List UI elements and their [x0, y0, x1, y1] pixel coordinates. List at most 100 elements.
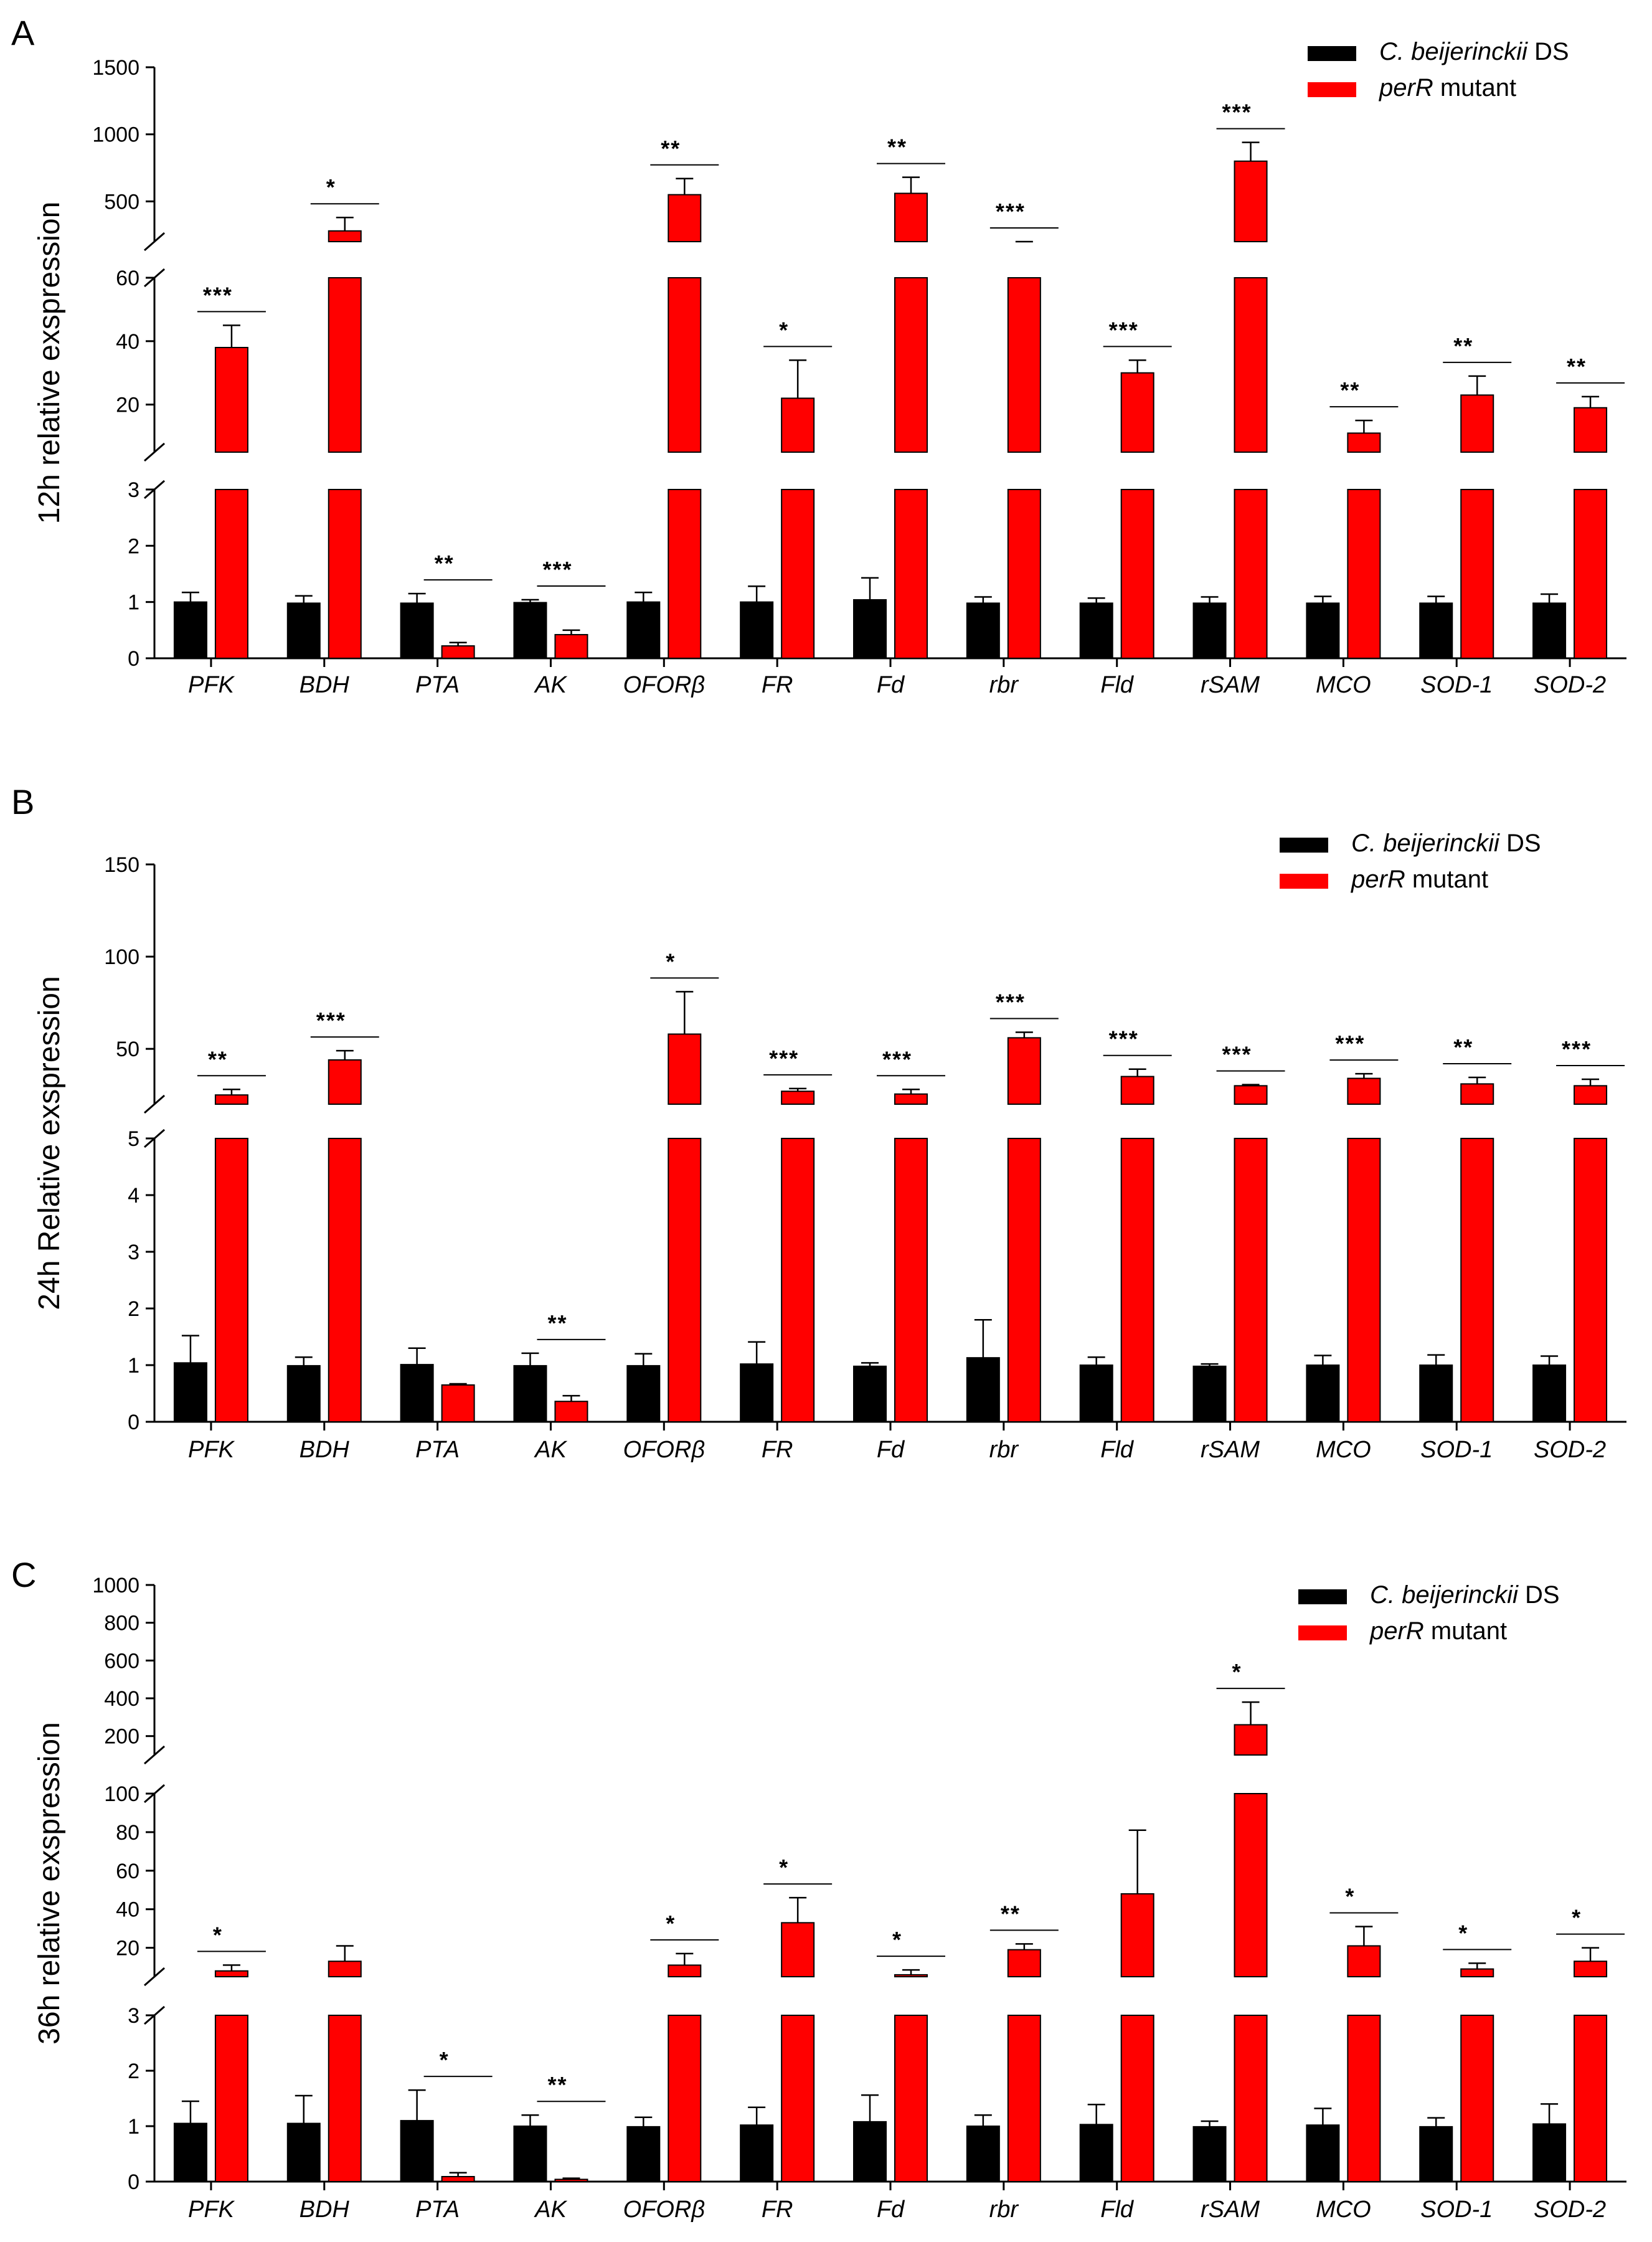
- bar-mutant: [1234, 1138, 1268, 1422]
- significance-marker: **: [1567, 354, 1587, 379]
- significance-marker: ***: [203, 282, 233, 308]
- bar-mutant: [894, 192, 928, 243]
- legend-plain-part: mutant: [1424, 1617, 1507, 1645]
- bar-mutant: [328, 230, 362, 242]
- significance-marker: *: [666, 1911, 676, 1936]
- legend-swatch-mutant: [1280, 874, 1328, 889]
- bar-mutant: [1120, 1076, 1154, 1105]
- bar-mutant: [1120, 489, 1154, 659]
- y-tick-label: 2: [128, 2060, 139, 2083]
- bar-mutant: [781, 1922, 815, 1978]
- legend-swatch-ds: [1308, 46, 1356, 61]
- y-tick-label: 1: [128, 2115, 139, 2139]
- bar-mutant: [1460, 394, 1494, 453]
- bar-mutant: [214, 1138, 248, 1422]
- y-tick-label: 50: [116, 1038, 139, 1061]
- y-tick-label: 3: [128, 2004, 139, 2028]
- bar-ds: [626, 601, 661, 660]
- significance-marker: **: [208, 1046, 228, 1072]
- bar-mutant: [1574, 1085, 1608, 1105]
- legend-swatch-mutant: [1298, 1625, 1347, 1640]
- bar-mutant: [1347, 489, 1381, 659]
- bar-mutant: [1234, 160, 1268, 242]
- y-tick-label: 150: [104, 853, 139, 877]
- y-tick-label: 40: [116, 1898, 139, 1922]
- category-label: SOD-2: [1534, 1437, 1606, 1463]
- category-label: SOD-2: [1534, 672, 1606, 698]
- y-axis-label: 36h relative exspression: [33, 1722, 66, 2045]
- category-label: PFK: [188, 1437, 235, 1463]
- bar-ds: [286, 2122, 321, 2183]
- y-tick-label: 1000: [92, 123, 139, 147]
- bar-mutant: [668, 194, 702, 242]
- y-tick-label: 80: [116, 1821, 139, 1845]
- significance-marker: *: [1458, 1920, 1468, 1946]
- legend-plain-part: DS: [1518, 1581, 1560, 1609]
- category-label: OFORβ: [623, 672, 705, 698]
- bar-mutant: [441, 2175, 475, 2182]
- category-label: FR: [762, 1437, 793, 1463]
- category-label: rSAM: [1201, 2197, 1260, 2223]
- significance-marker: *: [779, 1855, 789, 1880]
- y-tick-label: 0: [128, 1411, 139, 1434]
- legend-plain-part: DS: [1499, 830, 1541, 857]
- category-label: SOD-1: [1420, 2197, 1493, 2223]
- bar-ds: [1079, 1365, 1113, 1422]
- category-label: MCO: [1316, 672, 1371, 698]
- bar-mutant: [894, 489, 928, 659]
- y-tick-label: 40: [116, 330, 139, 354]
- category-label: rSAM: [1201, 1437, 1260, 1463]
- category-label: AK: [534, 1437, 567, 1463]
- y-tick-label: 0: [128, 647, 139, 671]
- legend-italic-part: perR: [1351, 866, 1405, 893]
- bar-mutant: [668, 489, 702, 659]
- significance-marker: ***: [542, 557, 572, 582]
- category-label: rbr: [989, 2197, 1019, 2223]
- legend-plain-part: mutant: [1433, 74, 1516, 102]
- panel-b: B 24h Relative exspression 0 1 2 3 4 5 50 100 150 P…: [11, 782, 1626, 1463]
- bar-ds: [740, 1363, 774, 1422]
- bar-mutant: [1574, 1961, 1608, 1978]
- panel-letter: A: [11, 13, 35, 52]
- bar-mutant: [781, 397, 815, 453]
- bar-ds: [966, 602, 1000, 659]
- bar-ds: [400, 602, 434, 659]
- bar-mutant: [1234, 1724, 1268, 1756]
- axis-break-mark: [144, 268, 165, 288]
- y-tick-label: 2: [128, 534, 139, 558]
- category-label: Fd: [877, 1437, 905, 1463]
- significance-marker: **: [547, 2072, 567, 2098]
- bar-ds: [1532, 1365, 1567, 1422]
- y-tick-label: 0: [128, 2170, 139, 2194]
- bar-mutant: [1120, 1138, 1154, 1422]
- bar-mutant: [1347, 1945, 1381, 1977]
- bar-ds: [626, 1365, 661, 1422]
- significance-marker: ***: [1562, 1036, 1592, 1062]
- bar-ds: [1192, 2126, 1227, 2182]
- bar-mutant: [1007, 1949, 1041, 1977]
- category-label: BDH: [300, 1437, 350, 1463]
- bar-mutant: [668, 1964, 702, 1978]
- bar-mutant: [1234, 1085, 1268, 1105]
- category-label: Fld: [1100, 1437, 1135, 1463]
- bar-ds: [1306, 2124, 1340, 2182]
- bar-mutant: [554, 2178, 588, 2182]
- bar-mutant: [328, 2015, 362, 2182]
- significance-marker: *: [440, 2047, 450, 2073]
- category-label: rbr: [989, 672, 1019, 698]
- legend-label-ds: C. beijerinckii DS: [1351, 830, 1541, 857]
- legend-italic-part: C. beijerinckii: [1351, 830, 1500, 857]
- y-tick-label: 2: [128, 1297, 139, 1321]
- y-tick-label: 1: [128, 591, 139, 615]
- bar-mutant: [1234, 277, 1268, 453]
- y-tick-label: 200: [104, 1725, 139, 1749]
- bar-mutant: [894, 2015, 928, 2182]
- bar-mutant: [1007, 1037, 1041, 1105]
- category-label: PFK: [188, 2197, 235, 2223]
- panel-letter: C: [11, 1555, 36, 1594]
- significance-marker: ***: [769, 1046, 799, 1071]
- bar-mutant: [214, 1094, 248, 1105]
- category-label: PFK: [188, 672, 235, 698]
- significance-marker: *: [213, 1922, 223, 1947]
